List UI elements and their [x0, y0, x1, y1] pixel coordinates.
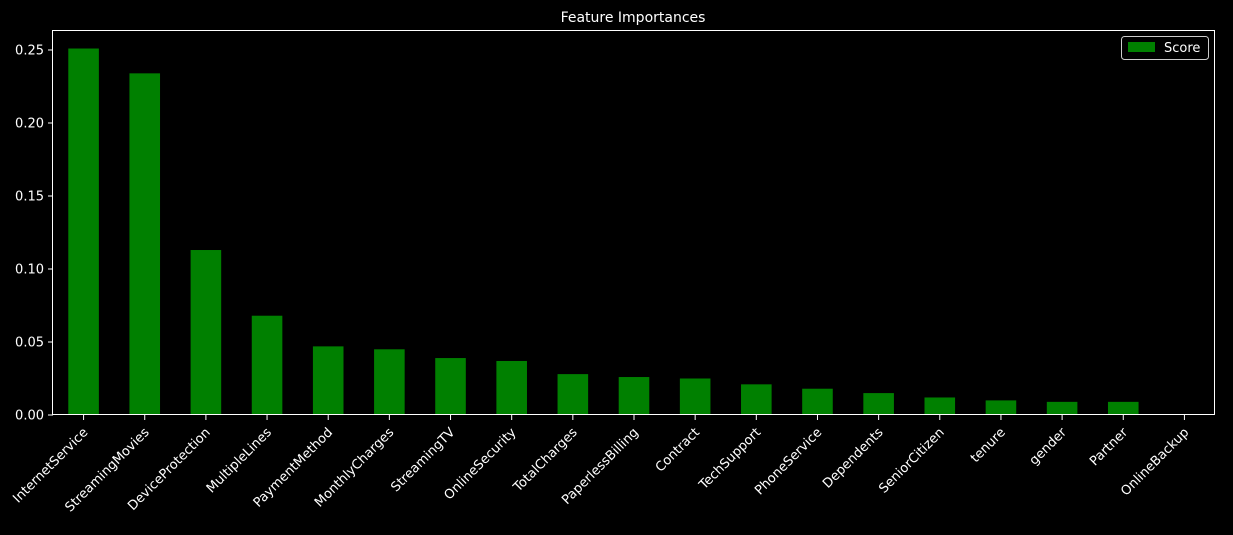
- chart-title: Feature Importances: [561, 10, 706, 26]
- x-tick-label: StreamingTV: [388, 425, 458, 495]
- bar: [557, 374, 589, 415]
- x-tick-label: tenure: [968, 425, 1009, 466]
- bar: [312, 346, 344, 415]
- x-tick-label: Dependents: [820, 425, 887, 492]
- x-tick-label: SeniorCitizen: [876, 425, 947, 496]
- y-tick-label: 0.15: [15, 189, 44, 204]
- y-tick-label: 0.05: [15, 335, 44, 350]
- plot-frame: [52, 30, 1215, 415]
- bar: [1107, 401, 1139, 415]
- bar: [68, 48, 99, 416]
- bar: [1046, 401, 1078, 415]
- x-tick-label: Partner: [1087, 425, 1131, 469]
- bar: [924, 397, 956, 415]
- bar: [863, 393, 894, 415]
- bar: [802, 388, 833, 415]
- legend: Score: [1121, 36, 1209, 60]
- bar: [985, 400, 1017, 415]
- y-tick-label: 0.25: [15, 43, 44, 58]
- y-tick-label: 0.00: [15, 409, 44, 424]
- bar: [435, 358, 466, 415]
- x-tick-label: gender: [1027, 425, 1071, 469]
- x-axis: InternetServiceStreamingMoviesDeviceProt…: [10, 415, 1192, 515]
- bar: [251, 315, 283, 415]
- bar: [496, 360, 527, 415]
- bar: [679, 378, 711, 415]
- legend-label: Score: [1164, 41, 1200, 56]
- bar: [190, 250, 222, 415]
- bars-group: [68, 48, 1139, 416]
- y-tick-label: 0.20: [15, 116, 44, 131]
- bar: [618, 377, 650, 415]
- bar: [741, 384, 772, 415]
- y-tick-label: 0.10: [15, 262, 44, 277]
- x-tick-label: TechSupport: [696, 425, 764, 493]
- legend-swatch: [1128, 42, 1155, 52]
- x-tick-label: Contract: [653, 425, 703, 475]
- bar: [129, 73, 161, 415]
- y-axis: 0.00 0.05 0.10 0.15 0.20 0.25: [15, 43, 53, 424]
- bar: [374, 349, 405, 415]
